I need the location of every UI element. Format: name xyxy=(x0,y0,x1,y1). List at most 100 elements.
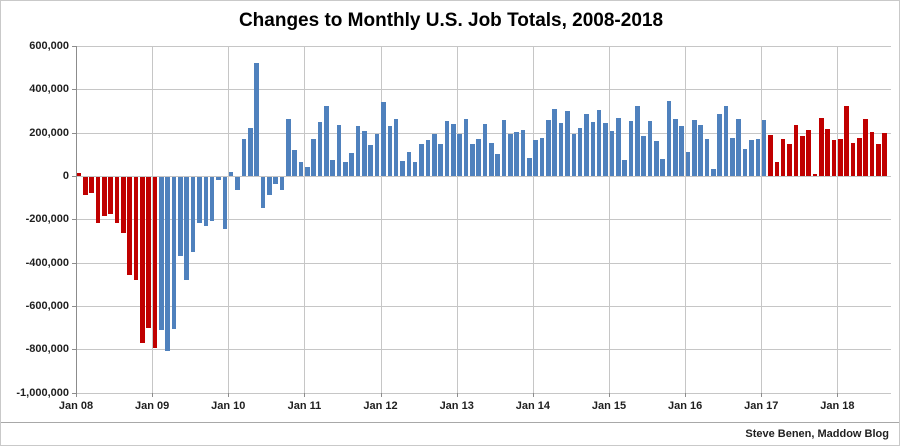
bar-2009-04 xyxy=(171,177,177,329)
bar-2016-08 xyxy=(730,137,735,176)
x-tick-mark xyxy=(456,392,458,397)
bar-2016-05 xyxy=(711,168,716,176)
bar-2017-04 xyxy=(780,138,786,176)
bar-2011-11 xyxy=(368,145,374,176)
bar-2017-07 xyxy=(799,135,805,176)
bar-2015-03 xyxy=(622,159,627,176)
bar-2014-10 xyxy=(590,121,596,176)
bar-2008-05 xyxy=(101,177,107,217)
x-tick-mark xyxy=(761,392,763,397)
bar-2018-03 xyxy=(850,143,856,176)
h-gridline xyxy=(76,306,891,308)
v-gridline xyxy=(685,45,687,393)
v-gridline xyxy=(304,45,306,393)
bar-2009-05 xyxy=(178,177,183,257)
y-tick-mark xyxy=(72,306,76,308)
bar-2018-01 xyxy=(838,139,843,176)
bar-2008-09 xyxy=(127,177,132,275)
bar-2015-01 xyxy=(609,130,615,176)
x-axis-label: Jan 13 xyxy=(439,399,474,412)
bar-2014-02 xyxy=(539,138,545,176)
x-axis-label: Jan 11 xyxy=(287,399,322,412)
bar-2013-03 xyxy=(469,143,475,176)
bar-2011-05 xyxy=(330,160,335,176)
x-axis-label: Jan 17 xyxy=(744,399,779,412)
bar-2014-07 xyxy=(571,133,577,176)
x-axis-label: Jan 12 xyxy=(363,399,398,412)
h-gridline xyxy=(76,219,891,221)
bar-2014-01 xyxy=(533,140,539,176)
y-tick-mark xyxy=(72,349,76,351)
x-axis-label: Jan 18 xyxy=(820,399,855,412)
bar-2018-06 xyxy=(869,131,875,176)
bar-2011-06 xyxy=(336,125,342,176)
bar-2012-04 xyxy=(400,161,405,176)
x-tick-mark xyxy=(837,392,839,397)
x-axis-label: Jan 16 xyxy=(667,399,703,412)
bar-2009-11 xyxy=(216,177,221,180)
bar-2011-10 xyxy=(362,130,367,176)
bar-2017-05 xyxy=(787,143,792,176)
bar-2010-02 xyxy=(235,177,240,190)
x-axis-label: Jan 15 xyxy=(591,399,627,412)
bar-2017-02 xyxy=(768,134,773,176)
y-tick-mark xyxy=(72,89,76,91)
x-axis-label: Jan 08 xyxy=(58,399,94,412)
bar-2016-07 xyxy=(723,105,729,176)
bar-2009-09 xyxy=(203,177,209,226)
bar-2018-05 xyxy=(863,119,868,176)
bar-2015-06 xyxy=(641,135,646,176)
h-gridline xyxy=(76,89,891,91)
bar-2015-04 xyxy=(628,120,634,176)
bar-2008-01 xyxy=(76,172,82,176)
bar-2015-05 xyxy=(634,105,640,176)
bar-2016-09 xyxy=(736,119,742,176)
bar-2012-09 xyxy=(431,134,437,176)
v-gridline xyxy=(380,45,382,393)
x-tick-mark xyxy=(608,392,610,397)
bar-2015-09 xyxy=(660,159,665,176)
bar-2018-02 xyxy=(844,105,849,176)
bar-2009-08 xyxy=(197,177,202,223)
bar-2014-12 xyxy=(603,122,608,176)
h-gridline xyxy=(76,176,891,177)
bar-2012-05 xyxy=(406,151,412,176)
bar-2013-07 xyxy=(495,153,500,176)
bar-2016-03 xyxy=(698,125,703,176)
y-axis-label: -400,000 xyxy=(25,256,69,269)
x-tick-mark xyxy=(152,392,154,397)
bar-2017-10 xyxy=(818,117,824,176)
bar-2010-01 xyxy=(228,172,234,176)
bar-2010-10 xyxy=(285,118,291,176)
bar-2012-01 xyxy=(381,101,386,176)
bar-2010-08 xyxy=(273,177,278,184)
bar-2014-05 xyxy=(558,122,564,176)
x-tick-mark xyxy=(685,392,687,397)
bar-2010-06 xyxy=(260,177,266,209)
bar-2012-08 xyxy=(425,140,431,176)
v-gridline xyxy=(152,45,154,393)
h-gridline xyxy=(76,45,891,47)
y-axis-label: -1,000,000 xyxy=(16,386,69,399)
y-tick-mark xyxy=(72,45,76,47)
bar-2017-06 xyxy=(793,125,799,176)
bar-2015-02 xyxy=(615,117,621,176)
attribution-text: Steve Benen, Maddow Blog xyxy=(745,428,889,440)
y-tick-mark xyxy=(72,262,76,264)
x-tick-mark xyxy=(380,392,382,397)
bar-2009-03 xyxy=(165,177,171,352)
y-axis-label: -800,000 xyxy=(25,343,69,356)
bar-2013-06 xyxy=(489,142,494,176)
bar-2009-12 xyxy=(222,177,228,230)
bar-2008-03 xyxy=(89,177,94,193)
y-axis-line xyxy=(76,45,77,393)
h-gridline xyxy=(76,392,891,394)
bar-2010-12 xyxy=(298,161,304,176)
bar-2014-08 xyxy=(577,127,583,176)
bar-2013-10 xyxy=(514,131,519,176)
bar-2017-03 xyxy=(774,161,780,176)
y-axis-label: -200,000 xyxy=(25,213,69,226)
bar-2015-08 xyxy=(653,140,659,176)
bar-2010-03 xyxy=(241,139,247,176)
bar-2013-04 xyxy=(476,138,481,176)
